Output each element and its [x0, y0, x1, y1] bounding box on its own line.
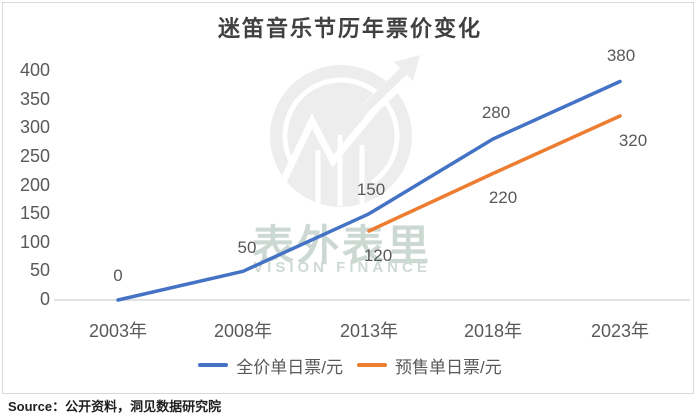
- x-tick-2013: 2013年: [339, 321, 399, 341]
- y-tick-400: 400: [19, 60, 50, 80]
- data-label-2018-full: 280: [481, 103, 511, 122]
- y-tick-150: 150: [19, 203, 50, 223]
- x-tick-2018: 2018年: [463, 321, 523, 341]
- data-label-2023-full: 380: [606, 46, 636, 65]
- y-tick-250: 250: [19, 146, 50, 166]
- chart-title: 迷笛音乐节历年票价变化: [217, 16, 482, 41]
- legend: 全价单日票/元 预售单日票/元: [0, 353, 700, 377]
- y-tick-100: 100: [19, 232, 50, 252]
- data-label-2003-full: 0: [113, 266, 123, 285]
- data-label-2023-presale: 320: [618, 131, 648, 150]
- series-line-presale: [367, 114, 622, 233]
- data-label-2018-presale: 220: [488, 188, 518, 207]
- legend-swatch-presale-icon: [357, 363, 387, 367]
- x-tick-2008: 2008年: [213, 321, 273, 341]
- y-tick-350: 350: [19, 89, 50, 109]
- legend-label-full-price: 全价单日票/元: [236, 357, 343, 377]
- legend-item-presale: 预售单日票/元: [357, 353, 502, 378]
- data-label-2013-presale: 120: [363, 246, 393, 265]
- y-tick-0: 0: [39, 289, 50, 309]
- legend-swatch-full-price-icon: [198, 363, 229, 367]
- y-tick-300: 300: [19, 117, 50, 137]
- y-tick-200: 200: [19, 175, 50, 195]
- watermark-latin-text: VISION FINANCE: [253, 259, 431, 276]
- x-tick-2023: 2023年: [590, 321, 650, 341]
- data-label-2013-full: 150: [356, 180, 386, 199]
- series-line-full-price: [116, 79, 622, 302]
- y-tick-50: 50: [29, 260, 50, 280]
- legend-item-full-price: 全价单日票/元: [198, 353, 343, 378]
- legend-label-presale: 预售单日票/元: [395, 357, 502, 377]
- x-tick-2003: 2003年: [88, 321, 148, 341]
- source-note: Source：公开资料，洞见数据研究院: [8, 399, 222, 414]
- watermark-cjk-text: 表外表里: [251, 222, 432, 269]
- data-label-2008-full: 50: [237, 238, 257, 257]
